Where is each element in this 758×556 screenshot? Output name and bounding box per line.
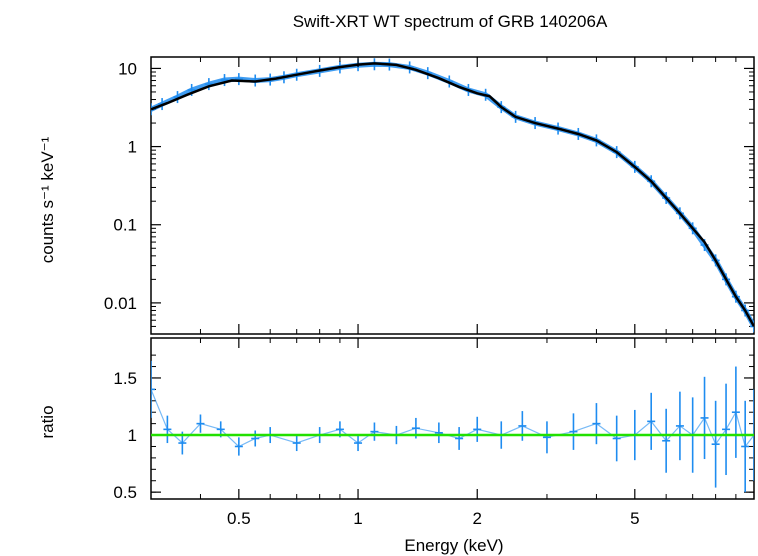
x-tick-label: 2 [473,509,482,528]
ratio-data-layer [151,360,754,493]
y-tick-label: 0.01 [104,294,137,313]
y-tick-label: 1 [128,138,137,157]
y-tick-label: 0.1 [113,216,137,235]
spectrum-data-layer [151,58,754,333]
x-tick-label: 1 [353,509,362,528]
spectrum-panel: 0.01 0.1 1 10 [104,56,755,335]
ratio-data-trace [151,389,754,448]
ratio-panel: 0.5 1 2 5 0.5 1 1.5 [113,57,755,528]
x-tick-label: 5 [630,509,639,528]
spectrum-frame [150,56,755,335]
spectrum-y-axis-label: counts s⁻¹ keV⁻¹ [38,136,57,263]
chart-title: Swift-XRT WT spectrum of GRB 140206A [293,12,608,31]
y-tick-label: 0.5 [113,483,137,502]
ratio-y-axis-label: ratio [38,405,57,438]
model-curve [151,62,754,328]
y-tick-label: 10 [118,59,137,78]
x-tick-label: 0.5 [227,509,251,528]
y-tick-label: 1.5 [113,369,137,388]
y-tick-label: 1 [128,426,137,445]
ratio-frame [150,337,755,500]
x-axis-label: Energy (keV) [404,536,503,555]
